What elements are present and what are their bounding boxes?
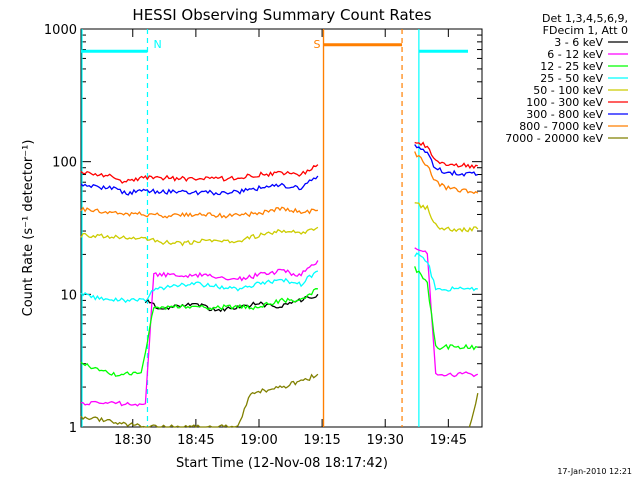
series-line — [80, 252, 478, 304]
x-tick-label: 18:45 — [177, 433, 214, 448]
night_start-label: N — [153, 38, 161, 51]
plot-timestamp: 17-Jan-2010 12:21 — [557, 467, 632, 476]
legend-header: Det 1,3,4,5,6,9, — [542, 12, 628, 25]
saa_start-label: S — [314, 38, 321, 51]
legend-item-label: 12 - 25 keV — [540, 60, 603, 73]
legend-item-label: 100 - 300 keV — [526, 96, 603, 109]
series-line — [80, 141, 478, 184]
x-axis: 18:30 18:45 19:00 19:15 19:30 19:45 — [114, 29, 467, 448]
x-axis-label: Start Time (12-Nov-08 18:17:42) — [176, 456, 388, 471]
y-tick-label: 100 — [52, 156, 77, 171]
plot-frame — [80, 28, 483, 428]
legend-header: FDecim 1, Att 0 — [543, 24, 628, 37]
series-line — [80, 266, 478, 377]
legend-item-label: 300 - 800 keV — [526, 108, 603, 121]
x-tick-label: 19:00 — [240, 433, 277, 448]
legend: Det 1,3,4,5,6,9,FDecim 1, Att 03 - 6 keV… — [505, 12, 628, 145]
legend-item-label: 25 - 50 keV — [540, 72, 603, 85]
x-tick-label: 18:30 — [114, 433, 151, 448]
legend-item-label: 800 - 7000 keV — [519, 120, 603, 133]
y-tick-label: 10 — [60, 288, 77, 303]
series-line — [80, 151, 479, 219]
series-line — [80, 144, 479, 196]
x-tick-label: 19:30 — [366, 433, 403, 448]
y-axis: 1 10 100 1000 — [44, 23, 482, 436]
x-tick-label: 19:45 — [430, 433, 467, 448]
y-tick-label: 1000 — [44, 23, 77, 38]
x-tick-label: 19:15 — [303, 433, 340, 448]
legend-item-label: 6 - 12 keV — [547, 48, 603, 61]
y-axis-label: Count Rate (s⁻¹ detector⁻¹) — [21, 140, 36, 317]
series-line — [80, 373, 479, 428]
legend-item-label: 7000 - 20000 keV — [505, 132, 603, 145]
y-tick-label: 1 — [69, 421, 77, 436]
chart-title: HESSI Observing Summary Count Rates — [132, 6, 431, 24]
series-line — [80, 247, 479, 407]
series-layer — [80, 141, 479, 428]
series-line — [80, 202, 479, 247]
legend-item-label: 3 - 6 keV — [554, 36, 603, 49]
legend-item-label: 50 - 100 keV — [533, 84, 603, 97]
